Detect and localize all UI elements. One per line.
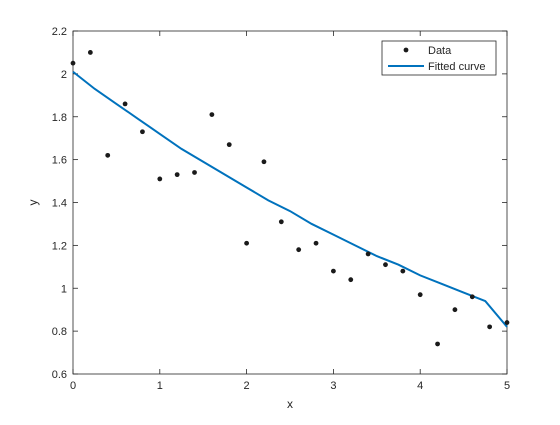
x-axis-label: x xyxy=(287,397,293,411)
x-tick-label: 3 xyxy=(330,380,336,392)
data-point xyxy=(105,152,111,158)
data-point xyxy=(140,129,145,135)
x-tick-label: 2 xyxy=(244,380,250,392)
data-point xyxy=(296,247,302,253)
y-tick-label: 2.2 xyxy=(52,26,67,38)
data-point xyxy=(209,112,215,118)
data-point xyxy=(174,172,180,178)
x-tick-label: 1 xyxy=(157,380,163,392)
data-point xyxy=(365,251,371,257)
plot-area xyxy=(72,30,508,375)
data-point xyxy=(313,240,319,246)
data-point xyxy=(417,292,423,298)
y-tick-label: 1.2 xyxy=(52,240,67,252)
data-point xyxy=(226,142,232,148)
x-tick-label: 4 xyxy=(417,380,423,392)
y-axis-label: y xyxy=(26,200,40,206)
legend-label-fitted-curve: Fitted curve xyxy=(428,61,485,73)
series-layer xyxy=(70,50,510,347)
data-point xyxy=(192,170,197,175)
x-axis: 0 1 2 3 4 5 xyxy=(70,31,510,392)
data-point xyxy=(400,268,406,274)
axes-box xyxy=(72,30,508,375)
data-point xyxy=(331,268,336,274)
y-tick-label: 1.6 xyxy=(52,155,67,167)
y-tick-label: 0.6 xyxy=(52,369,67,381)
y-tick-label: 1.4 xyxy=(52,198,67,210)
data-point xyxy=(70,60,76,66)
data-point xyxy=(435,341,440,347)
fitted-curve-line xyxy=(72,70,508,328)
data-point xyxy=(487,324,493,330)
y-tick-label: 1.8 xyxy=(52,112,67,124)
data-point xyxy=(157,176,163,182)
data-point xyxy=(87,50,93,55)
data-point xyxy=(383,262,388,268)
data-point xyxy=(261,159,267,165)
data-point xyxy=(122,101,128,107)
x-tick-label: 0 xyxy=(70,380,76,392)
data-point xyxy=(348,277,354,283)
data-point xyxy=(244,240,250,246)
data-point xyxy=(278,219,284,225)
legend-marker-data xyxy=(403,47,409,53)
y-tick-label: 2 xyxy=(61,69,67,81)
y-axis: 0.6 0.8 1 1.2 1.4 1.6 1.8 2 2.2 xyxy=(52,26,507,381)
y-tick-label: 1 xyxy=(61,283,67,295)
legend: Data Fitted curve xyxy=(381,40,497,76)
x-tick-label: 5 xyxy=(504,380,510,392)
y-tick-label: 0.8 xyxy=(52,326,67,338)
data-point xyxy=(504,320,510,325)
legend-label-data: Data xyxy=(428,45,452,57)
legend-box xyxy=(381,40,497,76)
data-point xyxy=(469,294,475,300)
data-point xyxy=(452,307,458,313)
